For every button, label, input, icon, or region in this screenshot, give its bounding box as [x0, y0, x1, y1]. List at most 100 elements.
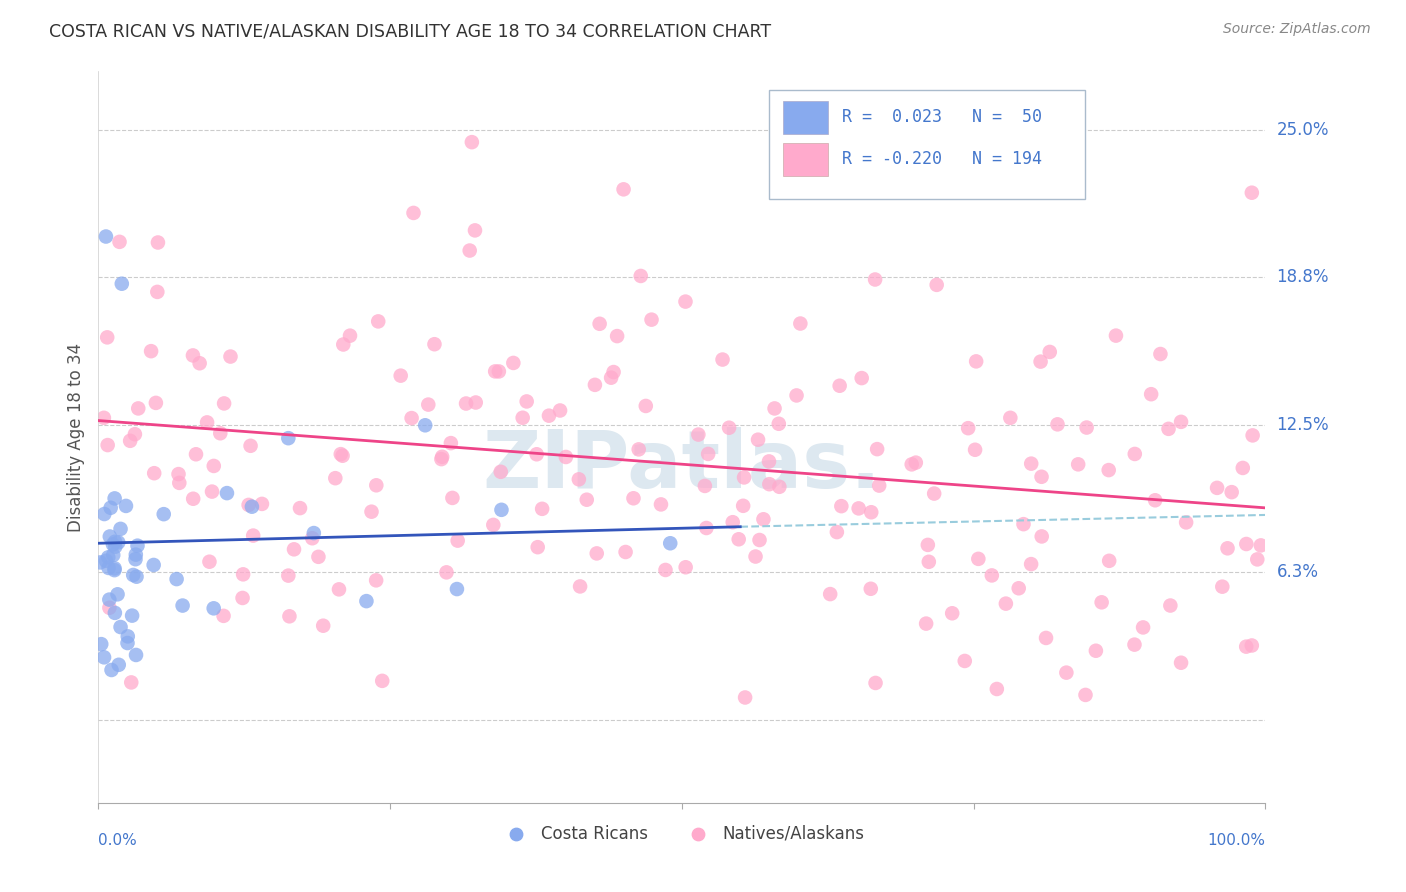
Point	[152, 507, 174, 521]
Point	[786, 388, 808, 402]
Point	[97, 561, 120, 575]
Point	[1019, 457, 1042, 471]
Point	[640, 312, 662, 326]
Point	[232, 567, 254, 582]
Point	[146, 235, 169, 250]
Point	[915, 616, 938, 631]
Point	[250, 497, 273, 511]
Point	[941, 607, 963, 621]
Point	[122, 568, 145, 582]
Point	[512, 410, 534, 425]
Point	[104, 561, 127, 575]
Point	[103, 548, 125, 562]
Point	[143, 466, 166, 480]
Point	[614, 545, 637, 559]
FancyBboxPatch shape	[769, 90, 1084, 200]
Point	[413, 418, 436, 433]
Point	[121, 608, 143, 623]
Point	[1035, 631, 1057, 645]
Point	[195, 416, 218, 430]
Point	[554, 450, 576, 464]
Point	[142, 558, 165, 572]
Point	[302, 526, 325, 541]
Text: R =  0.023   N =  50: R = 0.023 N = 50	[842, 109, 1042, 127]
Point	[965, 442, 987, 457]
Point	[202, 601, 225, 615]
Point	[1039, 345, 1062, 359]
Point	[356, 594, 378, 608]
Point	[461, 135, 484, 149]
Point	[1159, 599, 1181, 613]
Point	[145, 396, 167, 410]
Point	[516, 394, 538, 409]
Point	[1216, 541, 1239, 556]
Point	[1144, 493, 1167, 508]
Point	[675, 294, 697, 309]
Point	[101, 537, 124, 551]
Point	[288, 501, 311, 516]
Point	[423, 337, 446, 351]
Point	[484, 364, 506, 378]
Point	[654, 563, 676, 577]
Point	[139, 344, 162, 359]
Point	[98, 529, 121, 543]
Point	[464, 223, 486, 237]
Point	[851, 371, 873, 385]
Point	[1031, 470, 1053, 484]
Point	[107, 587, 129, 601]
Point	[120, 434, 142, 448]
Point	[1157, 422, 1180, 436]
Point	[917, 538, 939, 552]
Point	[695, 521, 717, 535]
Point	[277, 431, 299, 445]
Point	[209, 426, 232, 441]
Point	[537, 409, 560, 423]
Point	[242, 528, 264, 542]
Point	[758, 454, 780, 468]
Point	[482, 517, 505, 532]
Point	[94, 554, 117, 568]
Point	[859, 582, 882, 596]
Point	[94, 229, 117, 244]
Point	[401, 411, 423, 425]
Point	[329, 447, 352, 461]
Point	[733, 470, 755, 484]
Point	[768, 417, 790, 431]
Point	[89, 556, 111, 570]
Text: 12.5%: 12.5%	[1277, 417, 1329, 434]
Point	[104, 534, 127, 549]
Point	[526, 540, 548, 554]
Point	[212, 396, 235, 410]
Point	[688, 427, 710, 442]
Point	[1019, 557, 1042, 571]
Point	[848, 501, 870, 516]
Point	[904, 456, 927, 470]
Point	[120, 675, 142, 690]
Point	[219, 350, 242, 364]
Point	[402, 206, 425, 220]
Point	[447, 533, 470, 548]
Point	[734, 690, 756, 705]
Point	[1211, 580, 1233, 594]
Point	[693, 479, 716, 493]
Point	[980, 568, 1002, 582]
Point	[107, 535, 129, 549]
Point	[918, 555, 941, 569]
Point	[184, 447, 207, 461]
Point	[117, 636, 139, 650]
Point	[332, 337, 354, 351]
Point	[1240, 186, 1263, 200]
Point	[830, 499, 852, 513]
Point	[277, 568, 299, 582]
Point	[953, 654, 976, 668]
Point	[1175, 516, 1198, 530]
Point	[127, 539, 149, 553]
Point	[575, 492, 598, 507]
Point	[436, 566, 458, 580]
Point	[531, 501, 554, 516]
Point	[733, 499, 755, 513]
Point	[600, 370, 623, 384]
Point	[201, 484, 224, 499]
Point	[115, 499, 138, 513]
Text: 100.0%: 100.0%	[1208, 833, 1265, 848]
